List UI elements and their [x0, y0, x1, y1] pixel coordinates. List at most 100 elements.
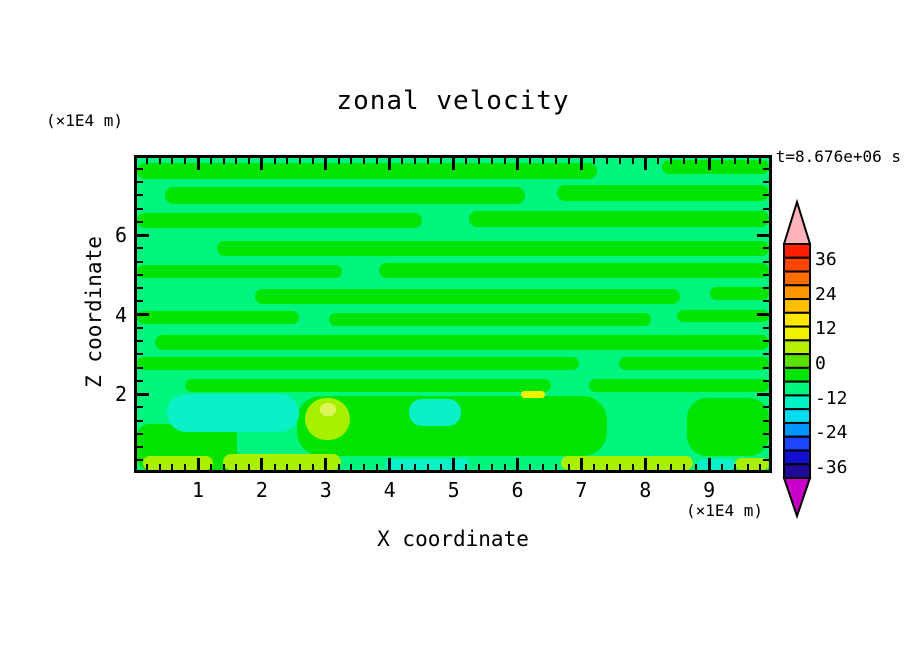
tick-mark — [196, 458, 200, 470]
colorbar-segment — [783, 380, 811, 397]
x-tick-label: 2 — [255, 478, 268, 502]
tick-mark — [643, 158, 647, 170]
tick-mark — [171, 464, 174, 470]
tick-mark — [746, 464, 749, 470]
tick-mark — [465, 464, 468, 470]
tick-mark — [363, 158, 366, 164]
contour-region-green — [589, 379, 769, 392]
tick-mark — [763, 326, 769, 329]
tick-mark — [414, 464, 417, 470]
tick-mark — [137, 406, 143, 409]
x-tick-label: 3 — [319, 478, 332, 502]
tick-mark — [720, 158, 723, 164]
tick-mark — [554, 158, 557, 164]
tick-mark — [137, 220, 143, 223]
contour-region-cyan — [385, 459, 469, 470]
tick-mark — [669, 464, 672, 470]
tick-mark — [593, 158, 596, 164]
tick-mark — [145, 158, 148, 164]
colorbar-tick-label: 0 — [815, 353, 826, 374]
colorbar-top-arrow — [782, 198, 812, 245]
tick-mark — [137, 300, 143, 303]
colorbar-segment — [783, 421, 811, 438]
contour-region-green — [137, 163, 597, 179]
tick-mark — [222, 464, 225, 470]
colorbar-tick-label: 24 — [815, 284, 837, 305]
tick-mark — [137, 459, 143, 462]
tick-mark — [529, 158, 532, 164]
tick-mark — [299, 158, 302, 164]
tick-mark — [763, 419, 769, 422]
tick-mark — [363, 464, 366, 470]
tick-mark — [757, 233, 769, 237]
tick-mark — [529, 464, 532, 470]
colorbar-tick-label: -24 — [815, 422, 848, 443]
tick-mark — [248, 158, 251, 164]
colorbar-segment — [783, 311, 811, 328]
tick-mark — [137, 432, 143, 435]
contour-region-green — [677, 310, 769, 322]
tick-mark — [184, 158, 187, 164]
tick-mark — [490, 464, 493, 470]
tick-mark — [337, 158, 340, 164]
tick-mark — [375, 464, 378, 470]
contour-region-green — [217, 241, 769, 256]
contour-region-green — [137, 311, 299, 324]
tick-mark — [490, 158, 493, 164]
tick-mark — [248, 464, 251, 470]
tick-mark — [763, 446, 769, 448]
tick-mark — [158, 158, 161, 164]
contour-region-green — [687, 398, 769, 456]
x-axis-unit: (×1E4 m) — [686, 501, 764, 520]
tick-mark — [763, 273, 769, 276]
tick-mark — [757, 392, 769, 396]
tick-mark — [137, 273, 143, 276]
tick-mark — [757, 313, 769, 316]
contour-region-green — [155, 335, 769, 350]
tick-mark — [542, 158, 545, 164]
tick-mark — [478, 464, 481, 470]
tick-mark — [350, 158, 353, 164]
tick-mark — [299, 464, 302, 470]
colorbar-bottom-arrow — [782, 477, 812, 520]
tick-mark — [746, 158, 749, 164]
contour-region-green — [379, 263, 769, 278]
colorbar-tick-label: -36 — [815, 457, 848, 478]
tick-mark — [503, 464, 506, 470]
tick-mark — [657, 158, 660, 164]
contour-region-green — [137, 357, 579, 370]
tick-mark — [414, 158, 417, 164]
tick-mark — [707, 158, 711, 170]
tick-mark — [137, 167, 143, 170]
tick-mark — [763, 260, 769, 263]
colorbar-segment — [783, 284, 811, 301]
z-tick-label: 4 — [114, 302, 127, 327]
colorbar-segment — [783, 435, 811, 452]
contour-region-green — [469, 211, 769, 227]
tick-mark — [763, 379, 769, 382]
tick-mark — [763, 340, 769, 342]
tick-mark — [145, 464, 148, 470]
tick-mark — [516, 458, 519, 470]
tick-mark — [763, 181, 769, 183]
tick-mark — [171, 158, 174, 164]
tick-mark — [260, 458, 264, 470]
contour-region-green — [557, 185, 769, 201]
contour-region-green — [619, 357, 769, 370]
tick-mark — [137, 181, 143, 183]
x-tick-label: 6 — [511, 478, 524, 502]
z-tick-label: 6 — [114, 223, 127, 247]
tick-mark — [137, 419, 143, 422]
contour-field — [137, 158, 769, 470]
tick-mark — [682, 464, 685, 470]
tick-mark — [593, 464, 596, 470]
tick-mark — [388, 158, 392, 170]
colorbar-segment — [783, 353, 811, 369]
contour-region-cyan — [409, 399, 461, 426]
tick-mark — [669, 158, 672, 164]
x-tick-label: 9 — [703, 478, 716, 502]
colorbar-segment — [783, 463, 811, 479]
tick-mark — [439, 464, 442, 470]
tick-mark — [763, 247, 769, 250]
tick-mark — [337, 464, 340, 470]
